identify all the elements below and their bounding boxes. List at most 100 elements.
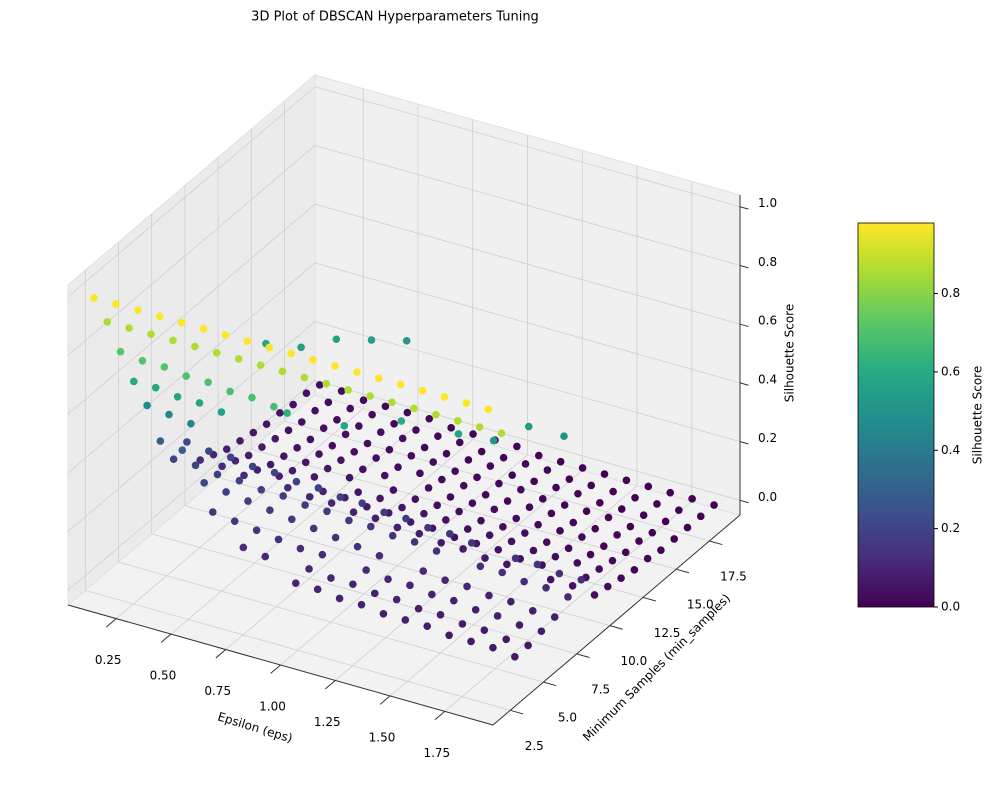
- x-tick: [270, 664, 281, 674]
- point: [508, 471, 517, 479]
- point: [372, 454, 380, 462]
- point: [454, 430, 463, 438]
- point: [249, 428, 258, 437]
- point: [301, 458, 310, 467]
- grid-line: [85, 589, 511, 711]
- point: [240, 471, 248, 480]
- point: [432, 547, 441, 555]
- point: [244, 497, 252, 505]
- point: [696, 512, 705, 521]
- chart-title: 3D Plot of DBSCAN Hyperparameters Tuning: [251, 10, 539, 25]
- point: [467, 539, 476, 547]
- point: [256, 361, 265, 369]
- point: [143, 401, 151, 410]
- point: [464, 456, 473, 464]
- point: [138, 356, 147, 365]
- grid-line: [151, 533, 577, 655]
- z-tick-label: 0.4: [758, 372, 777, 386]
- z-tick: [739, 382, 749, 386]
- point: [533, 560, 542, 569]
- point: [234, 355, 243, 363]
- point: [511, 652, 519, 661]
- colorbar-tick-label: 0.2: [941, 521, 960, 535]
- point: [354, 488, 362, 497]
- grid-line: [118, 561, 544, 683]
- point: [480, 626, 489, 634]
- point: [538, 495, 547, 503]
- point: [564, 544, 573, 553]
- y-tick-label: 17.5: [720, 569, 747, 583]
- point: [661, 517, 670, 526]
- point: [318, 550, 327, 559]
- point: [292, 477, 301, 486]
- point: [314, 484, 323, 492]
- point: [419, 567, 428, 575]
- point: [353, 542, 362, 551]
- point: [459, 545, 467, 553]
- point: [497, 429, 506, 437]
- point: [582, 507, 591, 516]
- point: [578, 533, 586, 541]
- point: [410, 404, 418, 413]
- point: [362, 566, 370, 574]
- point: [323, 464, 332, 473]
- point: [604, 513, 613, 522]
- point: [485, 591, 493, 600]
- point: [517, 485, 525, 494]
- point: [414, 604, 423, 613]
- y-tick-label: 2.5: [525, 739, 544, 753]
- point: [293, 444, 301, 452]
- point: [147, 330, 155, 339]
- point: [258, 443, 266, 451]
- point: [323, 507, 331, 516]
- point: [587, 481, 596, 490]
- point: [270, 468, 279, 477]
- point: [173, 392, 182, 401]
- point: [453, 417, 462, 425]
- point: [630, 566, 639, 574]
- point: [183, 438, 191, 446]
- point: [475, 423, 484, 431]
- point: [328, 441, 337, 450]
- point: [394, 463, 402, 471]
- point: [441, 576, 449, 585]
- y-tick-label: 10.0: [621, 654, 648, 668]
- point: [366, 392, 374, 400]
- point: [416, 469, 424, 478]
- point: [418, 386, 427, 395]
- point: [313, 585, 322, 594]
- point: [196, 456, 204, 464]
- point: [244, 451, 253, 460]
- grid-line: [444, 501, 693, 712]
- point: [455, 438, 464, 447]
- point: [600, 542, 608, 550]
- point: [187, 419, 195, 428]
- point: [266, 460, 275, 469]
- point: [103, 318, 112, 326]
- point: [357, 600, 366, 609]
- point: [379, 609, 388, 618]
- point: [221, 331, 230, 339]
- point: [265, 343, 274, 352]
- point: [262, 420, 271, 428]
- point: [230, 517, 239, 525]
- point: [160, 363, 169, 371]
- point: [675, 506, 683, 514]
- point: [239, 543, 248, 552]
- point: [423, 622, 432, 630]
- y-tick: [543, 681, 557, 687]
- point: [463, 582, 471, 591]
- point: [613, 531, 621, 539]
- point: [434, 432, 442, 441]
- z-tick-label: 0.6: [758, 314, 777, 328]
- point: [481, 554, 489, 562]
- point: [300, 373, 309, 382]
- point: [476, 562, 485, 571]
- point: [324, 398, 333, 407]
- point: [367, 522, 375, 531]
- x-axis-label: Epsilon (eps): [216, 709, 294, 745]
- point: [489, 643, 497, 652]
- colorbar: [857, 222, 935, 608]
- point: [412, 426, 420, 434]
